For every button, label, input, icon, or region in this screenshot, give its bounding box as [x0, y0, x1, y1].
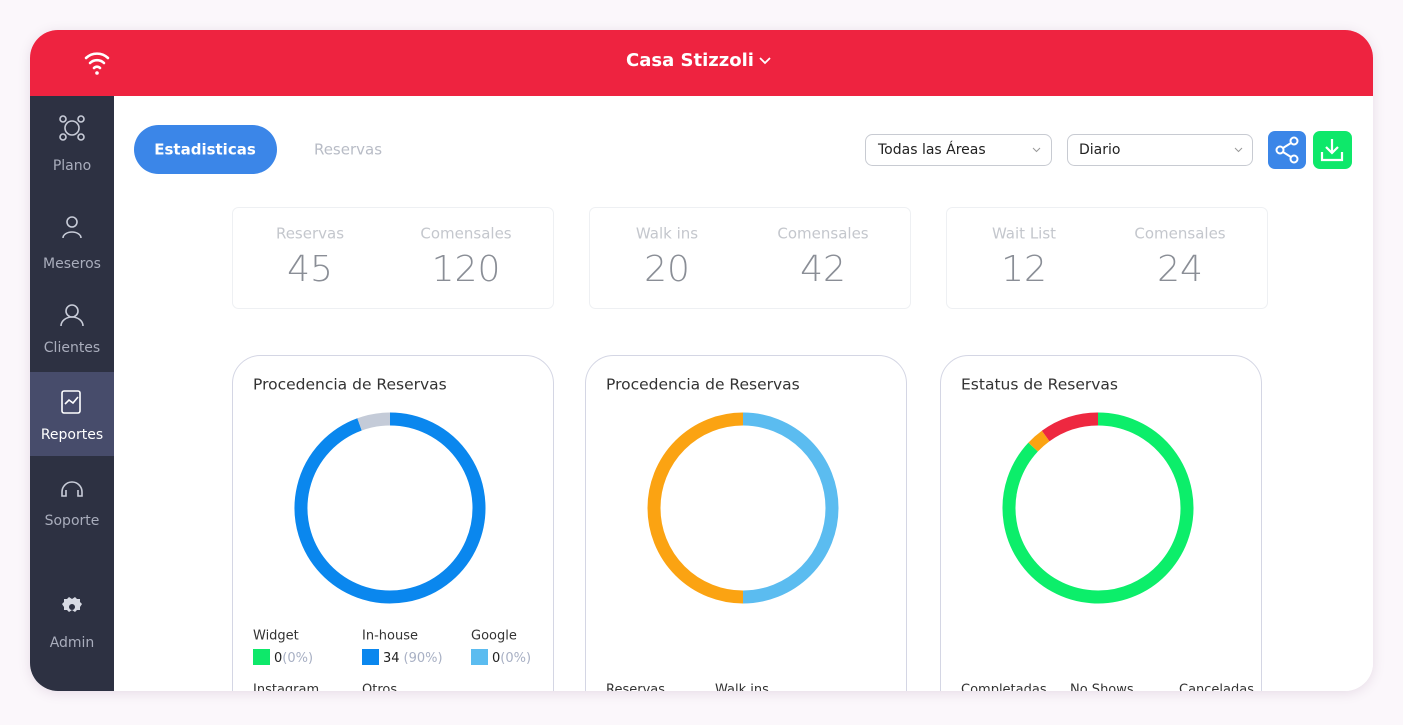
- sidebar-label[interactable]: Plano: [53, 158, 91, 174]
- sidebar-active: [30, 372, 114, 456]
- app-frame: Casa Stizzoli Estadisticas Reservas Toda…: [30, 30, 1373, 719]
- stat-value: 20: [644, 249, 690, 290]
- select-value[interactable]: Diario: [1079, 142, 1120, 158]
- legend-count: 34: [383, 651, 400, 666]
- admin-icon-hole: [69, 604, 75, 610]
- stat-card: [232, 207, 554, 309]
- legend-swatch: [471, 649, 488, 665]
- legend-swatch: [715, 703, 732, 719]
- legend-swatch: [606, 703, 623, 719]
- stat-card: [946, 207, 1268, 309]
- tab[interactable]: Estadisticas: [154, 141, 256, 159]
- legend-count: 0: [492, 651, 500, 666]
- select[interactable]: [865, 134, 1052, 166]
- legend-percent: (0%): [282, 651, 313, 666]
- legend-value: 34 (90%): [383, 651, 443, 666]
- legend-label: Instagram: [253, 683, 319, 698]
- select-chevron: [1032, 147, 1041, 153]
- wifi-icon: [84, 52, 110, 70]
- stat-label: Comensales: [777, 225, 868, 243]
- tab-active[interactable]: [134, 125, 277, 174]
- legend-label: Walk ins: [715, 683, 769, 698]
- legend-value: 0(0%): [492, 651, 531, 666]
- select[interactable]: [1067, 134, 1253, 166]
- legend-label: Widget: [253, 629, 299, 644]
- donut-segment: [357, 412, 391, 431]
- legend-percent: (0%): [500, 651, 531, 666]
- chart-card: [585, 355, 907, 691]
- stat-value: 42: [800, 249, 846, 290]
- chart-card: [232, 355, 554, 691]
- chart-title: Procedencia de Reservas: [606, 376, 800, 394]
- sidebar-label[interactable]: Clientes: [44, 340, 100, 356]
- donut-segment: [647, 412, 744, 604]
- header-chevron[interactable]: [759, 57, 771, 65]
- donut-segment: [1041, 412, 1099, 442]
- sidebar-label[interactable]: Soporte: [45, 513, 100, 529]
- legend-swatch: [1070, 703, 1087, 719]
- share-icon: [1275, 136, 1299, 164]
- stat-value: 120: [432, 249, 501, 290]
- legend-swatch: [362, 703, 379, 719]
- legend-value: 0(0%): [274, 651, 313, 666]
- stat-value: 12: [1001, 249, 1047, 290]
- header-title[interactable]: Casa Stizzoli: [626, 50, 754, 71]
- tab[interactable]: Reservas: [314, 141, 382, 159]
- stat-value: 45: [287, 249, 333, 290]
- wifi-dot: [95, 71, 99, 75]
- chart-card: [940, 355, 1262, 691]
- stat-label: Comensales: [1134, 225, 1225, 243]
- sidebar-label[interactable]: Reportes: [41, 427, 103, 443]
- header-bar: [30, 30, 1373, 96]
- legend-label: Completadas: [961, 683, 1047, 698]
- legend-swatch: [362, 649, 379, 665]
- legend-count: 0: [274, 651, 282, 666]
- legend-label: Reservas: [606, 683, 665, 698]
- sidebar-label[interactable]: Meseros: [43, 256, 101, 272]
- legend-percent: (90%): [404, 651, 443, 666]
- donut-segment: [294, 412, 486, 604]
- legend-swatch: [961, 703, 978, 719]
- select-chevron: [1234, 147, 1243, 153]
- legend-label: In-house: [362, 629, 418, 644]
- chart-title: Procedencia de Reservas: [253, 376, 447, 394]
- legend-label: Google: [471, 629, 517, 644]
- download-icon: [1320, 139, 1344, 162]
- legend-swatch: [253, 703, 270, 719]
- legend-label: Otros: [362, 683, 397, 698]
- stat-value: 24: [1157, 249, 1203, 290]
- legend-swatch: [1179, 703, 1196, 719]
- stat-label: Walk ins: [636, 225, 698, 243]
- legend-label: No Shows: [1070, 683, 1134, 698]
- chart-title: Estatus de Reservas: [961, 376, 1118, 394]
- stat-label: Wait List: [992, 225, 1056, 243]
- donut-segment: [1002, 412, 1194, 604]
- donut-segment: [1028, 430, 1050, 452]
- sidebar-icons: [59, 115, 85, 497]
- stat-card: [589, 207, 911, 309]
- stat-label: Comensales: [420, 225, 511, 243]
- sidebar-label[interactable]: Admin: [50, 635, 95, 651]
- stat-label: Reservas: [276, 225, 344, 243]
- select-value[interactable]: Todas las Áreas: [877, 141, 986, 158]
- legend-swatch: [253, 649, 270, 665]
- donut-segment: [742, 412, 839, 604]
- share-button[interactable]: [1268, 131, 1306, 169]
- legend-label: Canceladas: [1179, 683, 1254, 698]
